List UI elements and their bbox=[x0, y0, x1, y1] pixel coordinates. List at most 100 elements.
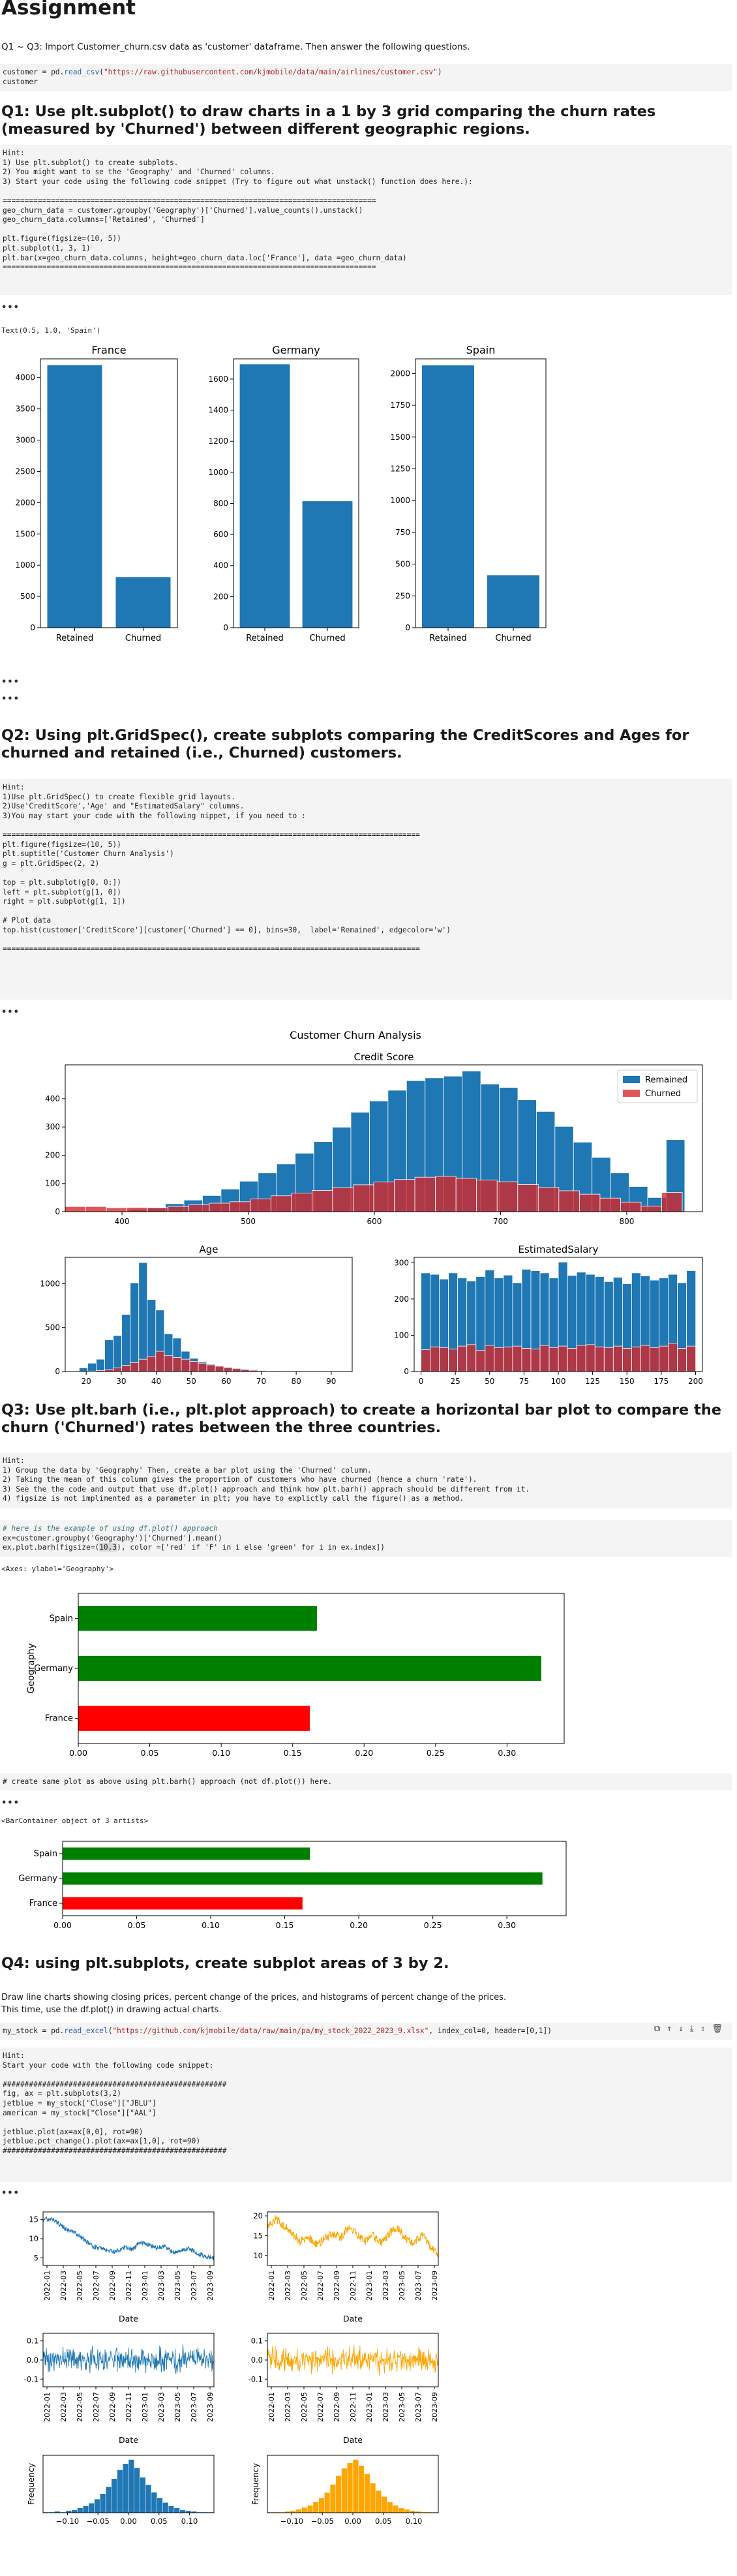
output-collapsed-marker-5[interactable]: ••• bbox=[1, 1798, 20, 1808]
axes-frame bbox=[267, 2455, 439, 2513]
hist-bar bbox=[151, 2492, 157, 2513]
q3-output-axes: <Axes: ylabel='Geography'> bbox=[1, 1565, 114, 1573]
y-tick-label: -0.1 bbox=[24, 2374, 38, 2384]
bar bbox=[63, 1897, 303, 1910]
hist-bar bbox=[622, 1348, 632, 1372]
x-tick-label: Retained bbox=[56, 634, 94, 643]
output-collapsed-marker-4[interactable]: ••• bbox=[1, 1007, 20, 1017]
x-tick-label: 700 bbox=[493, 1217, 508, 1226]
hist-bar bbox=[96, 1358, 105, 1372]
arrow-up-icon[interactable]: ↑ bbox=[667, 2024, 672, 2034]
q1-hint-cell[interactable]: Hint: 1) Use plt.subplot() to create sub… bbox=[0, 145, 732, 295]
delete-icon[interactable]: 🗑 bbox=[712, 2024, 723, 2034]
axes-frame bbox=[42, 2211, 215, 2266]
page-title: Assignment bbox=[1, 0, 136, 20]
hist-bar bbox=[387, 2502, 393, 2513]
x-tick-label: 175 bbox=[654, 1377, 669, 1386]
hist-bar bbox=[503, 1346, 513, 1372]
hist-bar bbox=[558, 1190, 580, 1212]
hist-bar bbox=[130, 1362, 140, 1372]
x-tick-label: Retained bbox=[246, 634, 284, 643]
hist-bar bbox=[134, 2467, 140, 2513]
q3-comment-cell[interactable]: # create same plot as above using plt.ba… bbox=[0, 1773, 732, 1790]
arrow-down-icon[interactable]: ↓ bbox=[678, 2024, 684, 2034]
hist-bar bbox=[392, 2505, 399, 2513]
x-tick-label: 600 bbox=[367, 1217, 382, 1226]
x-axis-label: Date bbox=[119, 2435, 138, 2445]
x-tick-label: 2023-09 bbox=[206, 2392, 215, 2422]
hist-bar bbox=[65, 1206, 86, 1212]
y-tick-label: 300 bbox=[45, 1122, 60, 1131]
x-tick-label: 2023-03 bbox=[157, 2271, 166, 2301]
output-collapsed-marker-3[interactable]: ••• bbox=[1, 694, 20, 704]
x-tick-label: 2023-05 bbox=[173, 2271, 182, 2301]
price-line bbox=[42, 2216, 215, 2261]
x-tick-label: 2023-09 bbox=[430, 2271, 439, 2301]
hist-bar bbox=[329, 2484, 337, 2513]
hist-bar bbox=[71, 2509, 78, 2513]
y-tick-label: 500 bbox=[45, 1323, 60, 1332]
q4-hint-cell[interactable]: Hint: Start your code with the following… bbox=[0, 2047, 732, 2182]
hist-bar bbox=[157, 2497, 163, 2513]
axes-frame bbox=[267, 2211, 439, 2266]
hist-bar bbox=[558, 1345, 568, 1372]
x-tick-label: 0.20 bbox=[350, 1920, 368, 1930]
y-tick-label: 0.0 bbox=[27, 2355, 38, 2365]
y-tick-label: 500 bbox=[20, 592, 35, 601]
hist-bar bbox=[448, 1349, 459, 1372]
q3-example-cell[interactable]: # here is the example of using df.plot()… bbox=[0, 1520, 732, 1557]
hist-bar bbox=[307, 2505, 314, 2513]
hist-bar bbox=[301, 2507, 308, 2513]
hist-bar bbox=[123, 2463, 129, 2513]
y-tick-label: 4000 bbox=[15, 373, 35, 382]
output-collapsed-marker-2[interactable]: ••• bbox=[1, 677, 20, 687]
q3-barh-chart-plt: France Germany Spain 0.00 0.05 0.10 0.15 0.20 0.… bbox=[18, 1841, 567, 1930]
x-tick-label: 500 bbox=[241, 1217, 256, 1226]
hist-bar bbox=[457, 1345, 468, 1372]
hist-bar bbox=[414, 1176, 436, 1212]
code-cell-read-csv[interactable]: customer = pd.read_csv("https://raw.gith… bbox=[0, 64, 732, 91]
chart-title: France bbox=[91, 344, 126, 356]
y-tick-label: France bbox=[45, 1714, 73, 1724]
y-tick-label: 2500 bbox=[15, 467, 35, 476]
y-tick-label: 0 bbox=[55, 1207, 60, 1216]
q1-heading: Q1: Use plt.subplot() to draw charts in … bbox=[1, 103, 656, 138]
cell-toolbar: ⧉ ↑ ↓ ⤓ ⇪ 🗑 bbox=[654, 2024, 723, 2034]
x-tick-label: 50 bbox=[187, 1377, 196, 1386]
q4-read-excel-cell[interactable]: my_stock = pd.read_excel("https://github… bbox=[0, 2023, 732, 2040]
x-tick-label: 125 bbox=[585, 1377, 600, 1386]
hist-bar bbox=[430, 1346, 440, 1372]
x-tick-label: 2023-05 bbox=[398, 2271, 406, 2301]
x-tick-label: 2022-09 bbox=[333, 2271, 341, 2301]
y-tick-label: 200 bbox=[394, 1295, 409, 1304]
hist-bar bbox=[476, 1180, 498, 1212]
x-tick-label: 200 bbox=[688, 1377, 703, 1386]
x-tick-label: −0.05 bbox=[87, 2517, 110, 2526]
hist-bar bbox=[215, 1366, 224, 1372]
output-collapsed-marker[interactable]: ••• bbox=[1, 303, 20, 313]
y-tick-label: 300 bbox=[394, 1258, 409, 1267]
x-tick-label: 2022-05 bbox=[76, 2392, 84, 2422]
intro-text: Q1 ~ Q3: Import Customer_churn.csv data … bbox=[1, 42, 470, 52]
hist-bar bbox=[517, 1184, 539, 1212]
x-tick-label: 2022-03 bbox=[284, 2271, 292, 2301]
x-tick-label: 0.25 bbox=[424, 1920, 442, 1930]
hist-bar bbox=[94, 2498, 100, 2513]
export-icon[interactable]: ⇪ bbox=[700, 2024, 706, 2034]
output-collapsed-marker-6[interactable]: ••• bbox=[1, 2188, 20, 2198]
insert-icon[interactable]: ⤓ bbox=[689, 2024, 694, 2034]
hist-bar bbox=[87, 1362, 97, 1372]
x-axis-label: Date bbox=[343, 2314, 363, 2323]
hist-bar bbox=[318, 2498, 325, 2513]
hist-bar bbox=[312, 2502, 319, 2513]
copy-icon[interactable]: ⧉ bbox=[654, 2024, 661, 2034]
x-tick-label: 2022-09 bbox=[108, 2392, 117, 2422]
q3-heading: Q3: Use plt.barh (i.e., plt.plot approac… bbox=[1, 1402, 722, 1436]
q3-hint-cell[interactable]: Hint: 1) Group the data by 'Geography' T… bbox=[0, 1452, 732, 1509]
x-tick-label: 0.05 bbox=[128, 1920, 146, 1930]
x-tick-label: 25 bbox=[451, 1377, 460, 1386]
x-tick-label: Churned bbox=[495, 634, 531, 643]
q2-hint-cell[interactable]: Hint: 1)Use plt.GridSpec() to create fle… bbox=[0, 779, 732, 1000]
legend-swatch bbox=[623, 1076, 640, 1083]
hist-bar bbox=[172, 1357, 182, 1372]
